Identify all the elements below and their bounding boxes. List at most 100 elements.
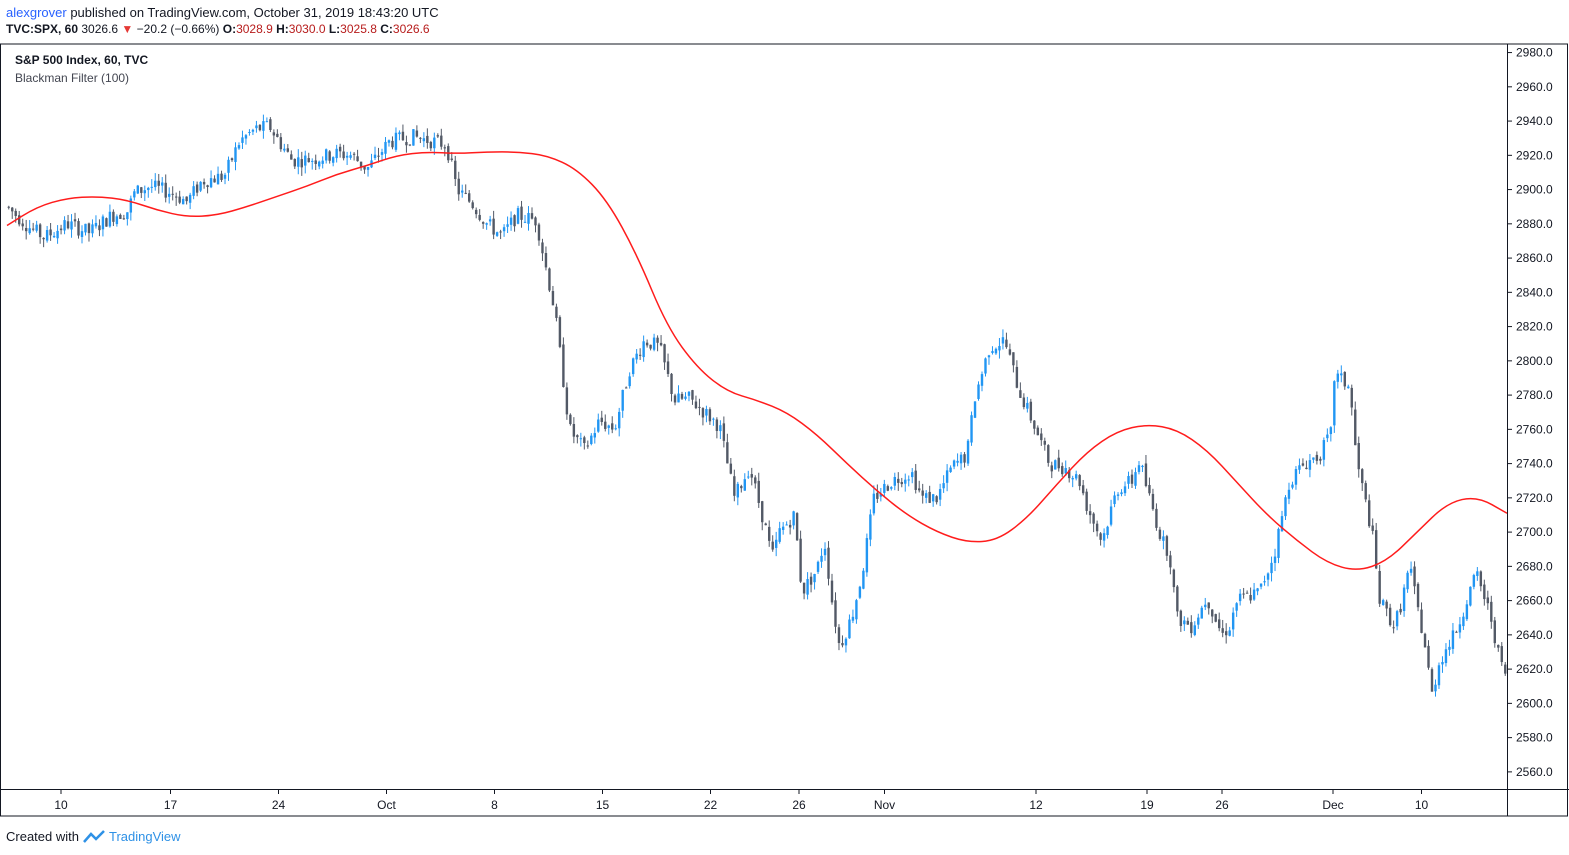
time-tick-label: 10 [1415, 798, 1429, 812]
candle-body [1430, 669, 1434, 692]
candle-body [827, 547, 830, 579]
time-tick-label: 22 [704, 798, 718, 812]
candle-body [649, 344, 652, 349]
candle-body [73, 219, 77, 222]
time-axis[interactable]: 10 17 24 Oct 8 15 22 26 Nov 12 19 26 Dec 10 [54, 789, 1428, 812]
candle-body [1469, 586, 1472, 606]
price-tick-label: 2980.0 [1516, 46, 1553, 60]
candle-body [876, 492, 879, 499]
symbol-name[interactable]: TVC:SPX, 60 [6, 22, 79, 36]
candle-body [164, 182, 167, 198]
candle-body [1026, 402, 1029, 409]
candle-body [216, 173, 220, 185]
candle-body [450, 158, 453, 160]
candle-body [70, 221, 73, 230]
candle-body [1256, 588, 1259, 592]
candle-body [624, 387, 628, 389]
candle-body [837, 627, 841, 644]
candle-body [1074, 474, 1078, 479]
candle-body [1298, 465, 1301, 470]
candle-body [59, 228, 63, 231]
candle-body [1033, 420, 1036, 429]
candle-body [63, 220, 66, 231]
candle-body [77, 221, 80, 236]
candle-body [820, 555, 823, 562]
candle-body [1088, 511, 1092, 516]
price-tick-label: 2720.0 [1516, 491, 1553, 505]
candle-body [199, 181, 202, 191]
candle-body [509, 217, 513, 225]
candle-body [1381, 600, 1385, 605]
price-tick-label: 2620.0 [1516, 662, 1553, 676]
price-tick-label: 2840.0 [1516, 285, 1553, 299]
candle-body [1465, 604, 1469, 620]
candle-body [297, 157, 300, 167]
candle-body [1019, 390, 1022, 398]
candle-body [506, 224, 509, 227]
candle-body [802, 582, 806, 594]
candle-body [209, 178, 213, 188]
candle-body [115, 216, 119, 225]
candle-body [834, 600, 837, 627]
candle-body [991, 351, 994, 353]
candle-body [1040, 433, 1043, 441]
candle-body [1054, 460, 1057, 470]
price-tick-label: 2660.0 [1516, 594, 1553, 608]
time-tick-label: 12 [1029, 798, 1043, 812]
publish-info: alexgrover published on TradingView.com,… [6, 5, 439, 20]
candle-body [195, 184, 199, 193]
candle-body [977, 384, 980, 399]
candle-body [188, 194, 192, 203]
candle-body [443, 147, 446, 149]
time-tick-label: Oct [377, 798, 396, 812]
candle-body [1029, 401, 1033, 421]
candle-body [998, 346, 1001, 351]
candle-body [712, 418, 715, 420]
tradingview-brand[interactable]: TradingView [108, 829, 181, 844]
price-axis[interactable]: 2560.0 2580.0 2600.0 2620.0 2640.0 2660.0 2680… [1507, 46, 1553, 779]
candle-body [907, 479, 910, 481]
high-value: 3030.0 [288, 22, 326, 36]
candle-body [1416, 583, 1420, 608]
candle-body [740, 486, 743, 489]
time-tick-label: 15 [596, 798, 610, 812]
candle-body [14, 210, 17, 217]
candle-body [761, 501, 764, 523]
candle-body [474, 209, 478, 215]
candle-body [872, 493, 876, 514]
author-link[interactable]: alexgrover [6, 5, 67, 20]
candle-body [1420, 609, 1423, 633]
candle-body [1493, 620, 1496, 644]
price-tick-label: 2900.0 [1516, 183, 1553, 197]
candle-body [192, 186, 195, 196]
candle-body [1434, 684, 1437, 692]
candle-body [366, 166, 370, 170]
candle-body [987, 355, 991, 358]
footer: Created with TradingView [6, 829, 181, 844]
candle-body [1064, 468, 1067, 474]
candle-body [726, 442, 729, 464]
candle-body [544, 253, 548, 268]
candle-body [673, 395, 677, 403]
candle-body [112, 211, 115, 222]
price-tick-label: 2860.0 [1516, 251, 1553, 265]
candle-body [935, 496, 938, 503]
candle-body [1319, 458, 1322, 461]
candle-body [583, 437, 586, 444]
candle-body [227, 159, 230, 173]
indicator-legend[interactable]: Blackman Filter (100) [15, 71, 130, 85]
candle-body [1078, 475, 1081, 487]
candle-body [701, 408, 705, 418]
candle-body [558, 317, 562, 347]
candle-body [1479, 571, 1483, 587]
candle-body [966, 440, 970, 464]
price-tick-label: 2640.0 [1516, 628, 1553, 642]
candle-body [161, 182, 164, 186]
candle-body [21, 223, 24, 227]
candle-body [335, 148, 338, 159]
series-legend-title[interactable]: S&P 500 Index, 60, TVC [15, 53, 149, 67]
candle-body [631, 358, 635, 375]
candle-body [980, 374, 984, 386]
candle-body [1448, 646, 1451, 650]
